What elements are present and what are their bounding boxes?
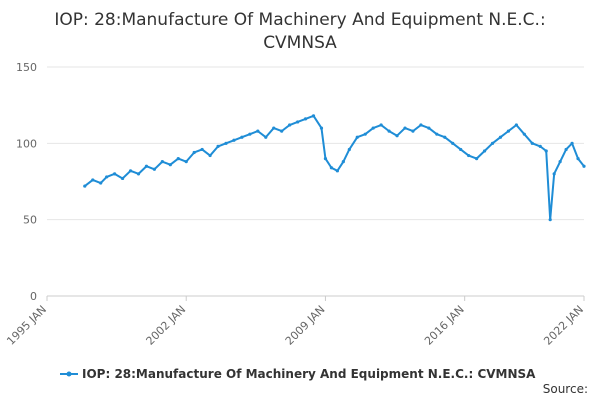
chart-title-line-1: IOP: 28:Manufacture Of Machinery And Equ… bbox=[54, 10, 545, 30]
data-point[interactable] bbox=[113, 172, 117, 176]
data-point[interactable] bbox=[296, 120, 300, 124]
data-point[interactable] bbox=[387, 129, 391, 133]
chart-title: IOP: 28:Manufacture Of Machinery And Equ… bbox=[54, 10, 545, 53]
data-point[interactable] bbox=[288, 123, 292, 127]
source-label[interactable]: Source: bbox=[543, 382, 588, 396]
data-point[interactable] bbox=[552, 172, 556, 176]
data-point[interactable] bbox=[256, 129, 260, 133]
data-point[interactable] bbox=[216, 144, 220, 148]
y-tick-label: 150 bbox=[16, 61, 37, 74]
data-point[interactable] bbox=[303, 117, 308, 121]
data-point[interactable] bbox=[91, 178, 95, 182]
data-point[interactable] bbox=[522, 132, 526, 136]
legend-label: IOP: 28:Manufacture Of Machinery And Equ… bbox=[82, 367, 536, 381]
data-point[interactable] bbox=[443, 135, 447, 139]
data-point[interactable] bbox=[355, 135, 359, 139]
data-point[interactable] bbox=[435, 132, 439, 136]
data-point[interactable] bbox=[264, 135, 268, 139]
data-point[interactable] bbox=[152, 167, 156, 171]
data-point[interactable] bbox=[99, 181, 103, 185]
data-point[interactable] bbox=[427, 126, 431, 130]
data-point[interactable] bbox=[323, 157, 328, 161]
data-point[interactable] bbox=[514, 123, 518, 127]
x-tick-label: 1995 JAN bbox=[4, 303, 49, 348]
x-tick-label: 2002 JAN bbox=[144, 303, 189, 348]
data-point[interactable] bbox=[168, 163, 172, 167]
data-point[interactable] bbox=[530, 141, 534, 145]
x-axis: 1995 JAN 2002 JAN 2009 JAN 2016 JAN 2022 JAN bbox=[4, 296, 586, 348]
data-point[interactable] bbox=[224, 141, 228, 145]
data-point[interactable] bbox=[240, 135, 244, 139]
data-point[interactable] bbox=[208, 153, 212, 158]
data-point[interactable] bbox=[498, 135, 503, 139]
data-point[interactable] bbox=[582, 164, 586, 168]
data-point[interactable] bbox=[280, 129, 284, 133]
y-tick-label: 0 bbox=[30, 290, 37, 303]
y-tick-label: 100 bbox=[16, 137, 37, 150]
data-point[interactable] bbox=[335, 169, 339, 173]
data-point[interactable] bbox=[248, 132, 252, 136]
data-point[interactable] bbox=[200, 147, 204, 152]
data-point[interactable] bbox=[548, 218, 552, 222]
x-tick-label: 2009 JAN bbox=[283, 303, 328, 348]
series-layer bbox=[83, 114, 586, 222]
legend[interactable]: IOP: 28:Manufacture Of Machinery And Equ… bbox=[60, 367, 536, 381]
grid bbox=[47, 66, 584, 297]
data-point[interactable] bbox=[120, 176, 125, 181]
data-point[interactable] bbox=[83, 184, 87, 188]
data-point[interactable] bbox=[490, 141, 495, 145]
data-point[interactable] bbox=[467, 153, 471, 158]
data-point[interactable] bbox=[451, 141, 455, 145]
data-point[interactable] bbox=[576, 157, 580, 161]
data-point[interactable] bbox=[319, 126, 324, 130]
data-point[interactable] bbox=[105, 175, 109, 179]
data-point[interactable] bbox=[379, 123, 383, 127]
data-point[interactable] bbox=[272, 126, 276, 130]
y-tick-label: 50 bbox=[23, 214, 37, 227]
data-point[interactable] bbox=[192, 150, 196, 155]
data-point[interactable] bbox=[544, 149, 548, 153]
data-point[interactable] bbox=[160, 160, 164, 164]
data-point[interactable] bbox=[570, 141, 574, 145]
data-point[interactable] bbox=[311, 114, 316, 118]
x-tick-label: 2022 JAN bbox=[541, 303, 586, 348]
data-point[interactable] bbox=[395, 134, 399, 138]
data-point[interactable] bbox=[564, 147, 568, 152]
data-point[interactable] bbox=[329, 166, 334, 170]
data-point[interactable] bbox=[411, 129, 415, 133]
data-point[interactable] bbox=[459, 147, 463, 152]
data-point[interactable] bbox=[128, 169, 133, 173]
y-axis: 0 50 100 150 bbox=[16, 61, 37, 303]
series-line[interactable] bbox=[83, 114, 585, 221]
legend-marker-icon bbox=[66, 371, 72, 377]
data-point[interactable] bbox=[403, 126, 407, 130]
data-point[interactable] bbox=[506, 129, 511, 133]
data-point[interactable] bbox=[475, 157, 479, 161]
chart-title-line-2: CVMNSA bbox=[263, 33, 337, 53]
data-point[interactable] bbox=[347, 147, 351, 152]
data-point[interactable] bbox=[176, 157, 180, 161]
data-point[interactable] bbox=[144, 164, 149, 168]
data-point[interactable] bbox=[232, 138, 236, 142]
data-point[interactable] bbox=[363, 132, 367, 136]
data-point[interactable] bbox=[419, 123, 423, 127]
data-point[interactable] bbox=[136, 172, 141, 176]
data-point[interactable] bbox=[538, 144, 542, 148]
data-point[interactable] bbox=[482, 149, 487, 153]
data-point[interactable] bbox=[184, 160, 188, 164]
data-point[interactable] bbox=[341, 160, 345, 164]
data-point[interactable] bbox=[371, 126, 375, 130]
x-tick-label: 2016 JAN bbox=[422, 303, 467, 348]
data-point[interactable] bbox=[558, 160, 562, 164]
